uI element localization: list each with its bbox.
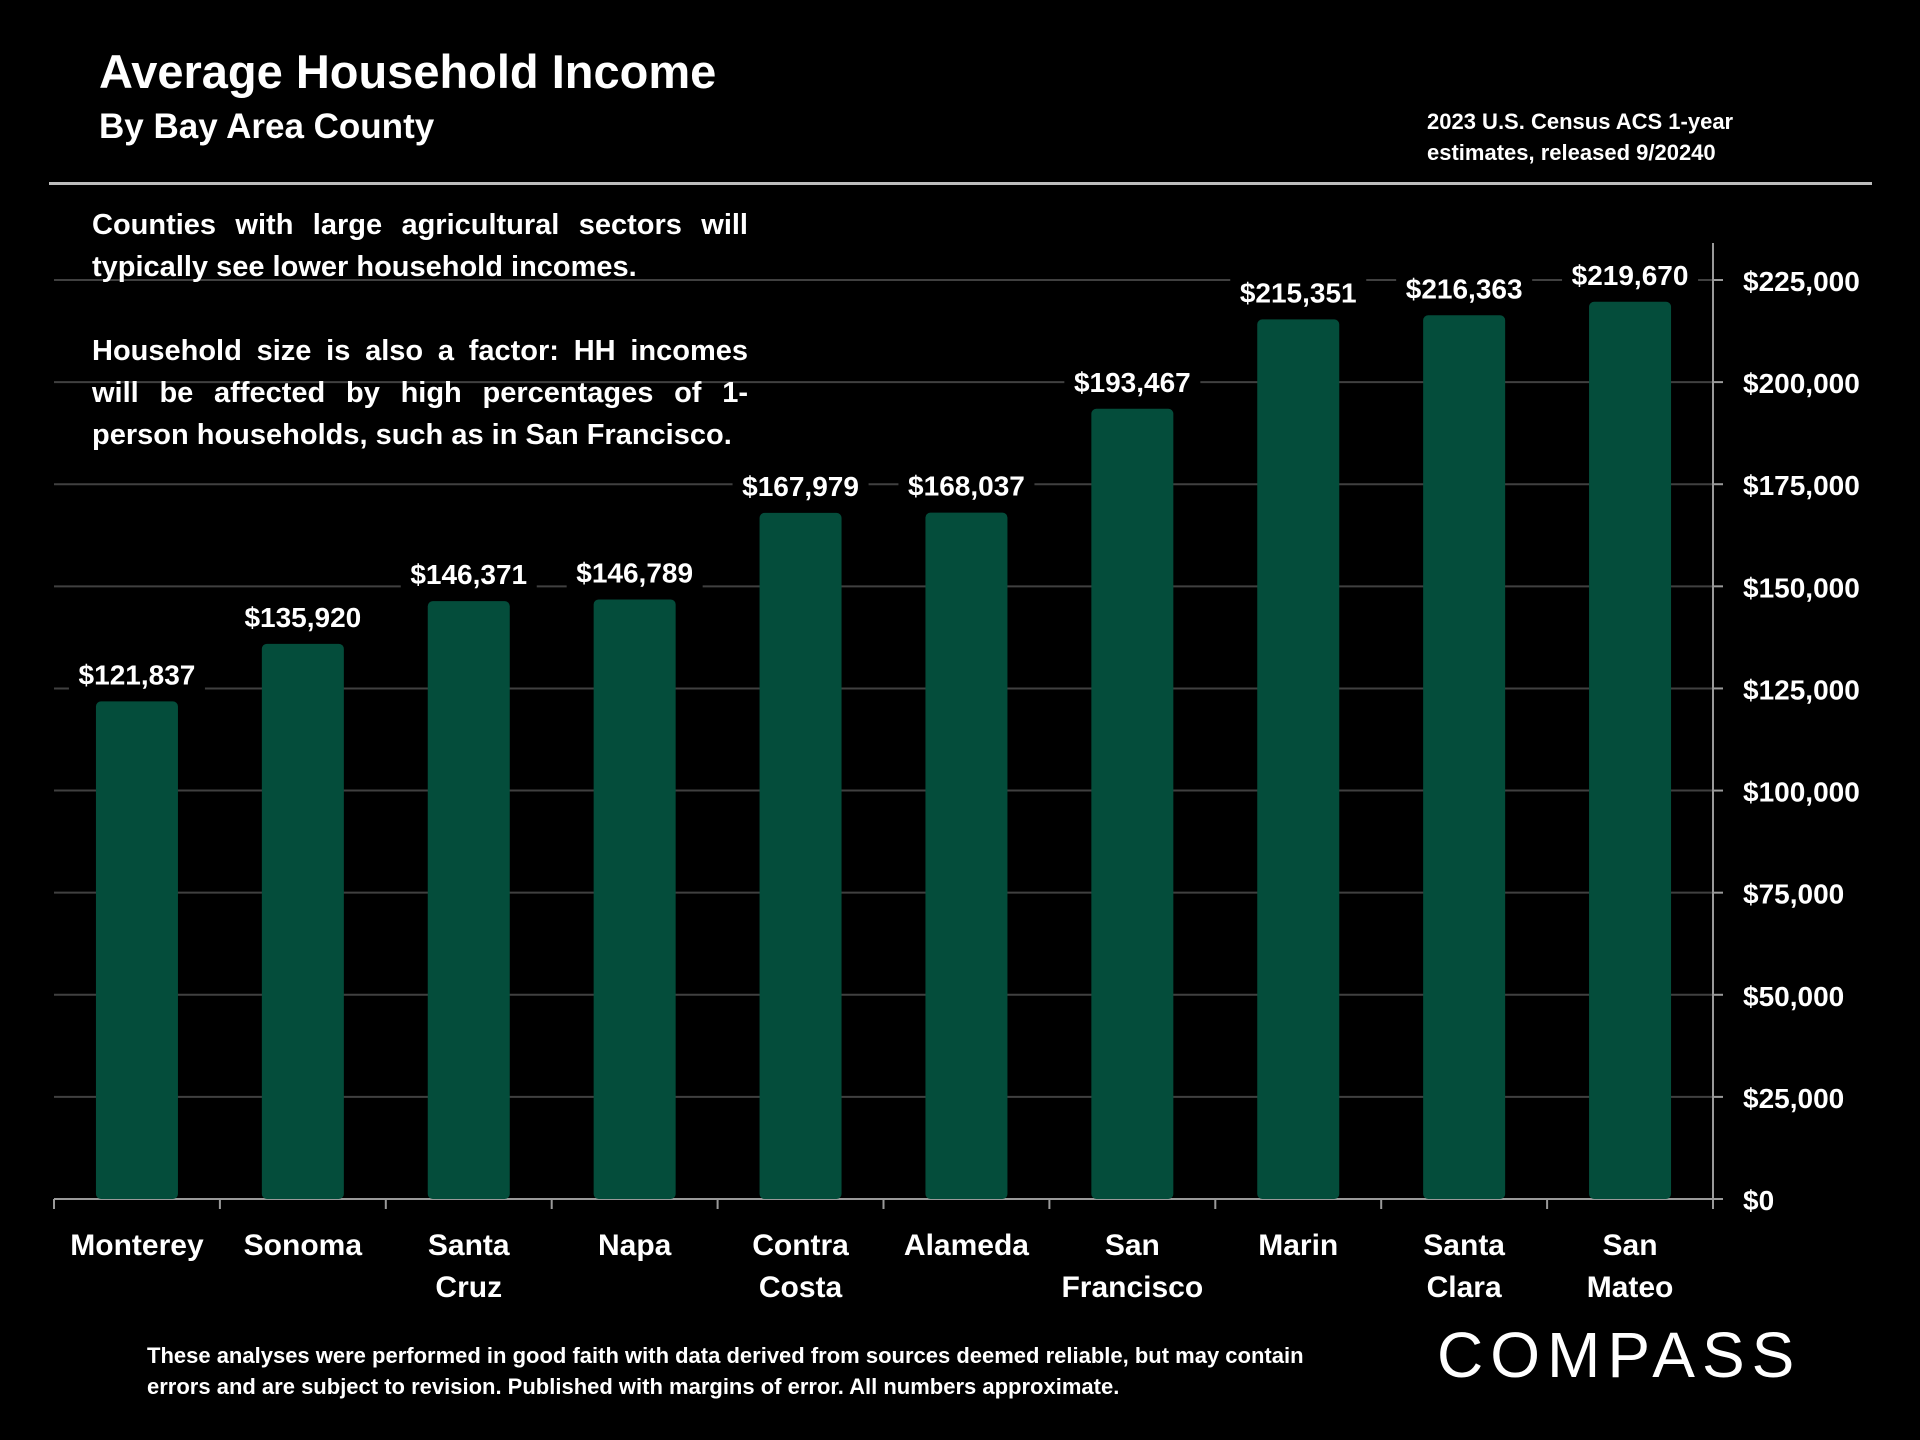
bar xyxy=(95,701,178,1199)
x-category-label: San xyxy=(1603,1229,1658,1262)
data-label: $121,837 xyxy=(79,659,196,690)
y-tick-label: $0 xyxy=(1743,1185,1774,1216)
source-note: 2023 U.S. Census ACS 1-year estimates, r… xyxy=(1427,106,1847,168)
y-tick-label: $100,000 xyxy=(1743,777,1860,808)
source-line-1: 2023 U.S. Census ACS 1-year xyxy=(1427,109,1734,134)
bar xyxy=(593,599,676,1199)
data-label-background xyxy=(400,555,537,592)
bar xyxy=(1423,315,1506,1199)
x-category-label: Alameda xyxy=(904,1229,1029,1262)
x-category-label: Francisco xyxy=(1061,1271,1203,1304)
y-tick-label: $75,000 xyxy=(1743,879,1844,910)
bar xyxy=(1257,319,1340,1200)
y-tick-label: $50,000 xyxy=(1743,981,1844,1012)
source-line-2: estimates, released 9/20240 xyxy=(1427,140,1716,165)
annotation-paragraph-2: Household size is also a factor: HH inco… xyxy=(92,335,748,451)
x-category-label: Santa xyxy=(1423,1229,1505,1262)
x-category-label: Monterey xyxy=(70,1229,204,1262)
x-category-label: Clara xyxy=(1427,1271,1502,1304)
bar xyxy=(759,512,842,1199)
data-label: $215,351 xyxy=(1240,277,1357,308)
y-tick-label: $175,000 xyxy=(1743,470,1860,501)
x-category-label: Contra xyxy=(752,1229,849,1262)
x-category-label: San xyxy=(1105,1229,1160,1262)
data-label-background xyxy=(898,466,1035,503)
data-label-background xyxy=(1396,269,1533,306)
data-label: $146,789 xyxy=(576,557,693,588)
x-category-label: Sonoma xyxy=(244,1229,363,1262)
header-divider xyxy=(49,182,1872,185)
data-label-background xyxy=(732,466,869,503)
bar xyxy=(1589,301,1672,1199)
y-tick-label: $25,000 xyxy=(1743,1083,1844,1114)
data-label-background xyxy=(1230,273,1367,310)
annotation-paragraph-1: Counties with large agricultural sectors… xyxy=(92,209,748,283)
annotation-box: Counties with large agricultural sectors… xyxy=(92,204,748,498)
data-label: $146,371 xyxy=(410,559,527,590)
bar xyxy=(925,512,1008,1199)
y-tick-label: $125,000 xyxy=(1743,674,1860,705)
data-label-background xyxy=(68,655,205,692)
y-tick-label: $150,000 xyxy=(1743,572,1860,603)
x-category-label: Marin xyxy=(1258,1229,1338,1262)
x-category-label: Mateo xyxy=(1587,1271,1674,1304)
data-label-background xyxy=(1064,362,1201,399)
data-label: $219,670 xyxy=(1572,260,1689,291)
bar xyxy=(1091,408,1174,1199)
compass-logo: COMPASS xyxy=(1437,1319,1802,1391)
data-label: $168,037 xyxy=(908,471,1025,502)
data-label: $216,363 xyxy=(1406,273,1523,304)
y-tick-label: $200,000 xyxy=(1743,368,1860,399)
x-category-label: Costa xyxy=(759,1271,843,1304)
bar xyxy=(261,643,344,1199)
data-label-background xyxy=(234,597,371,634)
data-label-background xyxy=(1562,255,1699,292)
chart-subtitle: By Bay Area County xyxy=(99,107,435,146)
data-label: $193,467 xyxy=(1074,367,1191,398)
data-label: $135,920 xyxy=(244,602,361,633)
bar xyxy=(427,601,510,1199)
chart-title: Average Household Income xyxy=(99,45,717,98)
disclaimer: These analyses were performed in good fa… xyxy=(147,1343,1304,1399)
y-tick-label: $225,000 xyxy=(1743,266,1860,297)
data-label-background xyxy=(566,553,703,590)
x-category-label: Napa xyxy=(598,1229,672,1262)
x-category-label: Cruz xyxy=(435,1271,502,1304)
data-label: $167,979 xyxy=(742,471,859,502)
x-category-label: Santa xyxy=(428,1229,510,1262)
